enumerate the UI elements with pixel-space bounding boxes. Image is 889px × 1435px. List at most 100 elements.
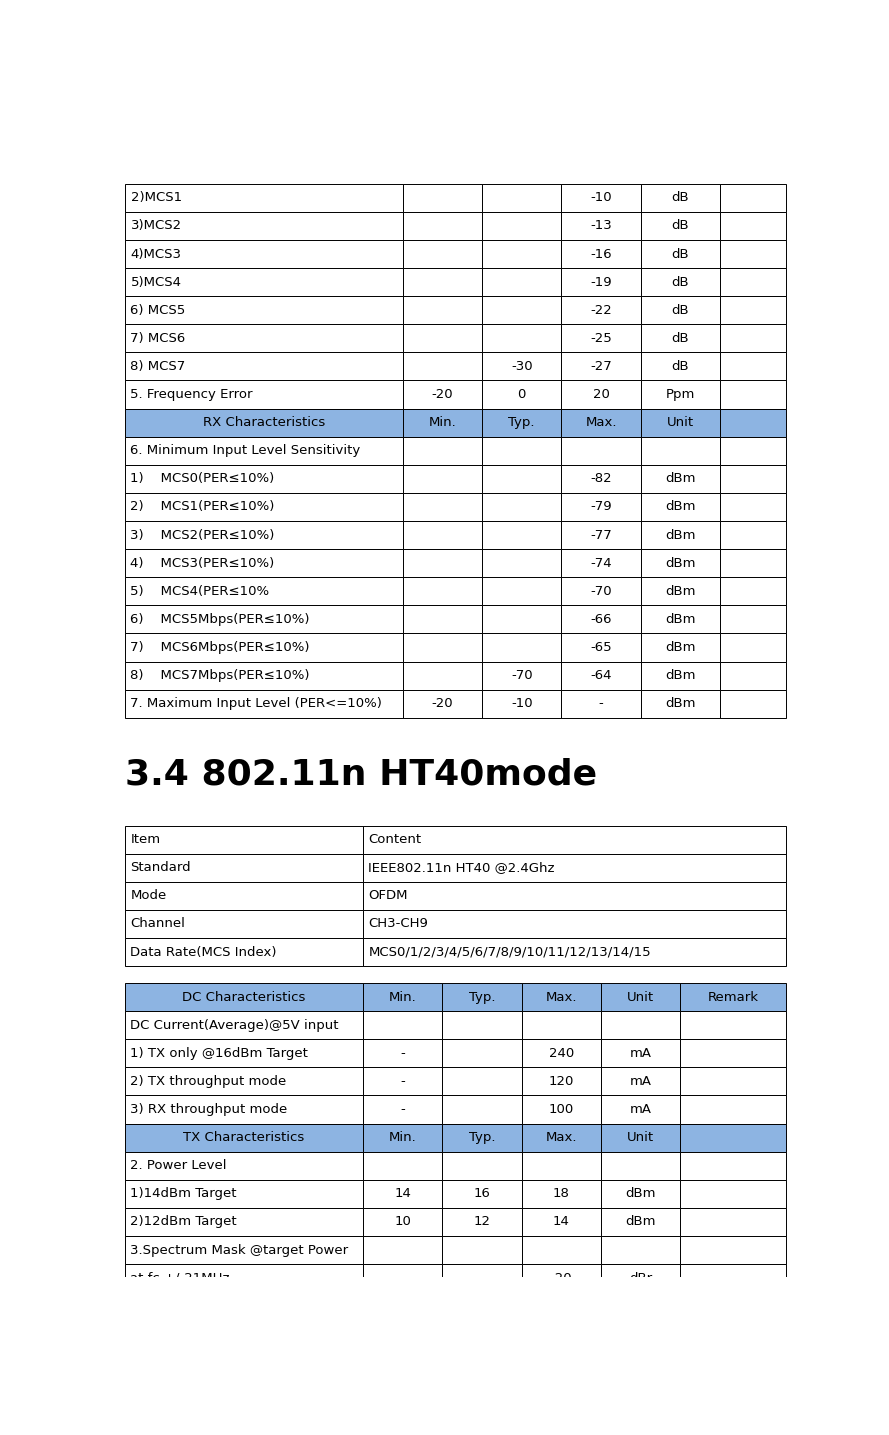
Bar	[482, 324, 561, 353]
Bar	[561, 212, 641, 240]
Text: Remark: Remark	[708, 990, 759, 1003]
Bar	[680, 1124, 786, 1152]
Text: -79: -79	[590, 501, 612, 514]
Bar	[482, 690, 561, 718]
Bar	[522, 1152, 601, 1180]
Bar	[363, 881, 786, 910]
Bar	[125, 184, 403, 212]
Text: -13: -13	[590, 220, 612, 232]
Bar	[443, 983, 522, 1012]
Bar	[363, 938, 786, 966]
Bar	[601, 1236, 680, 1264]
Text: -5: -5	[555, 1383, 568, 1398]
Text: 2)    MCS1(PER≤10%): 2) MCS1(PER≤10%)	[131, 501, 275, 514]
Text: Typ.: Typ.	[509, 416, 535, 429]
Text: dB: dB	[671, 360, 689, 373]
Bar	[720, 521, 786, 550]
Bar	[125, 1264, 363, 1292]
Bar	[601, 1320, 680, 1349]
Bar	[125, 436, 403, 465]
Bar	[125, 910, 363, 938]
Bar	[680, 1208, 786, 1236]
Bar	[680, 1152, 786, 1180]
Bar	[403, 606, 482, 633]
Bar	[125, 1236, 363, 1264]
Text: Typ.: Typ.	[469, 1131, 495, 1144]
Text: -30: -30	[511, 360, 533, 373]
Bar	[522, 1039, 601, 1068]
Bar	[680, 1236, 786, 1264]
Text: Typ.: Typ.	[469, 990, 495, 1003]
Bar	[482, 633, 561, 662]
Text: -74: -74	[590, 557, 612, 570]
Bar	[125, 1095, 363, 1124]
Bar	[443, 1039, 522, 1068]
Bar	[125, 492, 403, 521]
Text: at fc+/- 40MHz: at fc+/- 40MHz	[131, 1300, 229, 1313]
Bar	[443, 1236, 522, 1264]
Bar	[561, 550, 641, 577]
Bar	[125, 577, 403, 606]
Bar	[125, 854, 363, 881]
Text: Unit: Unit	[627, 1131, 654, 1144]
Bar	[482, 492, 561, 521]
Bar	[641, 492, 720, 521]
Bar	[641, 577, 720, 606]
Text: 120: 120	[549, 1075, 574, 1088]
Bar	[561, 633, 641, 662]
Bar	[561, 465, 641, 492]
Text: -65: -65	[590, 641, 612, 654]
Bar	[482, 436, 561, 465]
Text: 18: 18	[553, 1187, 570, 1200]
Bar	[720, 184, 786, 212]
Text: dB: dB	[671, 220, 689, 232]
Text: -: -	[480, 1271, 485, 1284]
Text: 1)14dBm Target: 1)14dBm Target	[131, 1187, 237, 1200]
Bar	[561, 324, 641, 353]
Text: 5)MCS4: 5)MCS4	[131, 276, 181, 288]
Text: -: -	[480, 1300, 485, 1313]
Text: 4)MCS3: 4)MCS3	[131, 247, 181, 261]
Text: -10: -10	[511, 697, 533, 710]
Bar	[720, 492, 786, 521]
Bar	[482, 380, 561, 409]
Bar	[482, 409, 561, 436]
Text: dBm: dBm	[665, 641, 695, 654]
Bar	[403, 465, 482, 492]
Text: 5)    MCS4(PER≤10%: 5) MCS4(PER≤10%	[131, 585, 269, 598]
Text: mA: mA	[629, 1104, 652, 1116]
Bar	[482, 240, 561, 268]
Bar	[403, 550, 482, 577]
Bar	[363, 1095, 443, 1124]
Bar	[363, 1124, 443, 1152]
Text: -: -	[400, 1104, 405, 1116]
Bar	[561, 577, 641, 606]
Bar	[125, 1068, 363, 1095]
Bar	[522, 983, 601, 1012]
Text: -: -	[400, 1046, 405, 1060]
Bar	[680, 1320, 786, 1349]
Bar	[641, 436, 720, 465]
Bar	[125, 662, 403, 690]
Bar	[125, 1012, 363, 1039]
Bar	[601, 1068, 680, 1095]
Text: 100: 100	[549, 1104, 574, 1116]
Bar	[680, 1095, 786, 1124]
Text: dBm: dBm	[665, 697, 695, 710]
Bar	[720, 240, 786, 268]
Text: Max.: Max.	[546, 990, 577, 1003]
Bar	[720, 268, 786, 296]
Bar	[403, 690, 482, 718]
Text: -70: -70	[511, 669, 533, 682]
Bar	[561, 353, 641, 380]
Bar	[641, 521, 720, 550]
Text: dBr: dBr	[629, 1327, 653, 1340]
Bar	[680, 1264, 786, 1292]
Text: MCS0/1/2/3/4/5/6/7/8/9/10/11/12/13/14/15: MCS0/1/2/3/4/5/6/7/8/9/10/11/12/13/14/15	[368, 946, 651, 959]
Bar	[641, 324, 720, 353]
Bar	[680, 1349, 786, 1376]
Bar	[363, 983, 443, 1012]
Bar	[720, 465, 786, 492]
Bar	[522, 1349, 601, 1376]
Bar	[720, 662, 786, 690]
